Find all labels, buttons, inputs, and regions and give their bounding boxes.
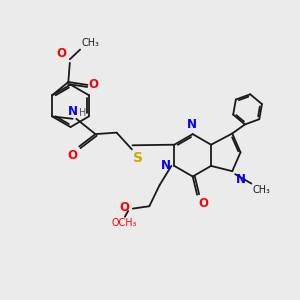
Text: N: N [161,159,171,172]
Text: O: O [89,78,99,92]
Text: N: N [187,118,197,130]
Text: CH₃: CH₃ [253,185,270,195]
Text: H: H [79,109,86,118]
Text: O: O [57,47,67,60]
Text: O: O [119,201,129,214]
Text: O: O [68,149,77,162]
Text: CH₃: CH₃ [82,38,100,48]
Text: N: N [236,173,246,186]
Text: O: O [198,196,208,209]
Text: OCH₃: OCH₃ [111,218,137,228]
Text: N: N [68,105,78,118]
Text: S: S [133,151,143,165]
